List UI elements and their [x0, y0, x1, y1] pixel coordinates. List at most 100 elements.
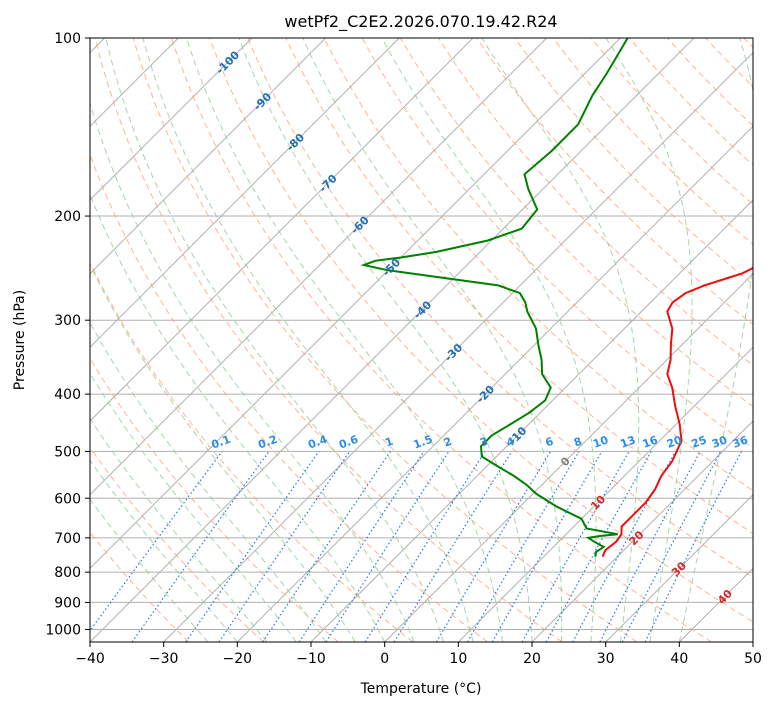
y-tick-label: 400 — [54, 387, 81, 403]
x-tick-label: −20 — [223, 651, 253, 667]
x-tick-label: 50 — [744, 651, 762, 667]
isotherm-label: -60 — [349, 213, 372, 236]
temperature-line — [601, 200, 753, 557]
y-tick-label: 500 — [54, 444, 81, 460]
mixing-ratio-label: 0.6 — [337, 433, 360, 452]
mixing-ratio-label: 13 — [619, 433, 638, 450]
mixing-ratio-label: 10 — [591, 433, 610, 451]
x-tick-label: 0 — [380, 651, 389, 667]
moist-adiabat-line — [186, 38, 503, 642]
dry-adiabat-line — [667, 38, 753, 127]
mixing-ratio-label: 0.1 — [210, 433, 233, 452]
moist-adiabat-line — [238, 38, 533, 642]
plot-frame — [89, 37, 754, 643]
dry-adiabat-line — [514, 38, 753, 285]
mixing-ratio-label: 0.4 — [306, 433, 329, 452]
mixing-ratio-line — [599, 451, 701, 642]
dry-adiabats — [0, 38, 753, 642]
mixing-ratio-line — [621, 451, 722, 642]
moist-adiabat-line — [90, 498, 209, 642]
isotherm-line — [90, 38, 327, 275]
isotherm-line — [90, 38, 695, 642]
isotherm-line — [236, 125, 753, 642]
x-axis-label: Temperature (°C) — [360, 681, 482, 697]
isotherm-line — [90, 38, 400, 349]
moist-adiabat-line — [90, 417, 268, 642]
mixing-ratio-line — [393, 451, 513, 642]
moist-adiabat-line — [90, 101, 415, 642]
x-tick-label: −30 — [149, 651, 179, 667]
dry-adiabat-line — [170, 38, 712, 642]
moist-adiabat-line — [90, 372, 297, 642]
mixing-ratio-label: 20 — [665, 433, 684, 451]
isotherm-line — [531, 420, 753, 642]
chart-title: wetPf2_C2E2.2026.070.19.42.R24 — [284, 12, 557, 32]
mixing-ratio-line — [572, 451, 677, 642]
y-tick-label: 200 — [54, 209, 81, 225]
moist-adiabat-line — [90, 459, 238, 642]
x-tick-label: −40 — [75, 651, 105, 667]
isotherm-line — [90, 38, 253, 201]
surface-isotherm-label: 40 — [715, 587, 735, 607]
x-axis-ticks: −40 −30 −20 −10 0 10 20 30 40 50 — [75, 642, 762, 667]
dry-adiabat-line — [90, 446, 264, 642]
isotherm-line — [678, 567, 753, 642]
isotherm-line — [605, 493, 753, 642]
dry-adiabat-line — [552, 38, 753, 245]
mixing-ratio-line — [364, 451, 486, 642]
mixing-ratio-label: 36 — [731, 433, 750, 451]
dry-adiabat-line — [90, 357, 339, 642]
moist-adiabat-line — [381, 38, 597, 642]
mixing-ratio-label: 3 — [478, 435, 490, 450]
mixing-ratio-line — [90, 451, 223, 632]
mixing-ratio-label: 0.2 — [256, 433, 279, 452]
y-tick-label: 900 — [54, 595, 81, 611]
mixing-ratio-label: 16 — [641, 433, 660, 451]
isotherm-line — [90, 38, 474, 422]
mixing-ratio-line — [131, 451, 270, 642]
hatched-boundary-arc — [0, 38, 59, 642]
surface-isotherm-label: 20 — [627, 528, 647, 548]
y-tick-label: 700 — [54, 531, 81, 547]
mixing-ratio-line — [644, 451, 743, 642]
x-tick-label: 30 — [597, 651, 615, 667]
mixing-ratio-label: 25 — [690, 433, 709, 450]
mixing-ratio-line — [185, 451, 320, 642]
mixing-ratio-line — [521, 451, 630, 642]
mixing-ratio-line — [325, 451, 450, 642]
dry-adiabat-line — [209, 38, 753, 623]
moist-adiabats — [90, 38, 753, 642]
mixing-ratio-line — [262, 451, 391, 642]
dry-adiabat-line — [90, 153, 488, 642]
isotherm-label: -90 — [251, 90, 274, 113]
x-tick-label: 10 — [449, 651, 467, 667]
moist-adiabat-line — [481, 38, 640, 642]
moist-adiabat-line — [105, 38, 445, 642]
y-tick-label: 300 — [54, 313, 81, 329]
isotherm-line — [384, 272, 753, 642]
isotherm-line — [90, 38, 621, 570]
isotherm-line — [457, 346, 753, 642]
mixing-ratio-labels: 0.1 0.2 0.4 0.6 1 1.5 2 3 4 6 8 10 13 16 20 25 30 36 — [210, 433, 750, 452]
moist-adiabat-line — [90, 263, 356, 642]
x-tick-label: −10 — [296, 651, 326, 667]
isotherm-line — [163, 51, 753, 642]
mixing-ratio-label: 6 — [544, 435, 556, 450]
plot-area — [0, 38, 753, 642]
moist-adiabat-line — [302, 38, 563, 642]
y-axis-ticks: 100 200 300 400 500 600 700 800 900 1000 — [45, 31, 90, 638]
isotherm-label: -40 — [411, 298, 434, 321]
dry-adiabat-line — [90, 531, 190, 642]
dry-adiabat-line — [743, 38, 753, 49]
y-tick-label: 1000 — [45, 622, 81, 638]
moist-adiabat-line — [90, 321, 327, 642]
y-tick-label: 600 — [54, 491, 81, 507]
mixing-ratio-label: 1.5 — [412, 433, 435, 452]
x-tick-label: 20 — [523, 651, 541, 667]
moist-adiabat-line — [605, 38, 693, 642]
dry-adiabat-line — [437, 38, 753, 366]
y-axis-label: Pressure (hPa) — [12, 290, 28, 390]
x-tick-label: 40 — [670, 651, 688, 667]
